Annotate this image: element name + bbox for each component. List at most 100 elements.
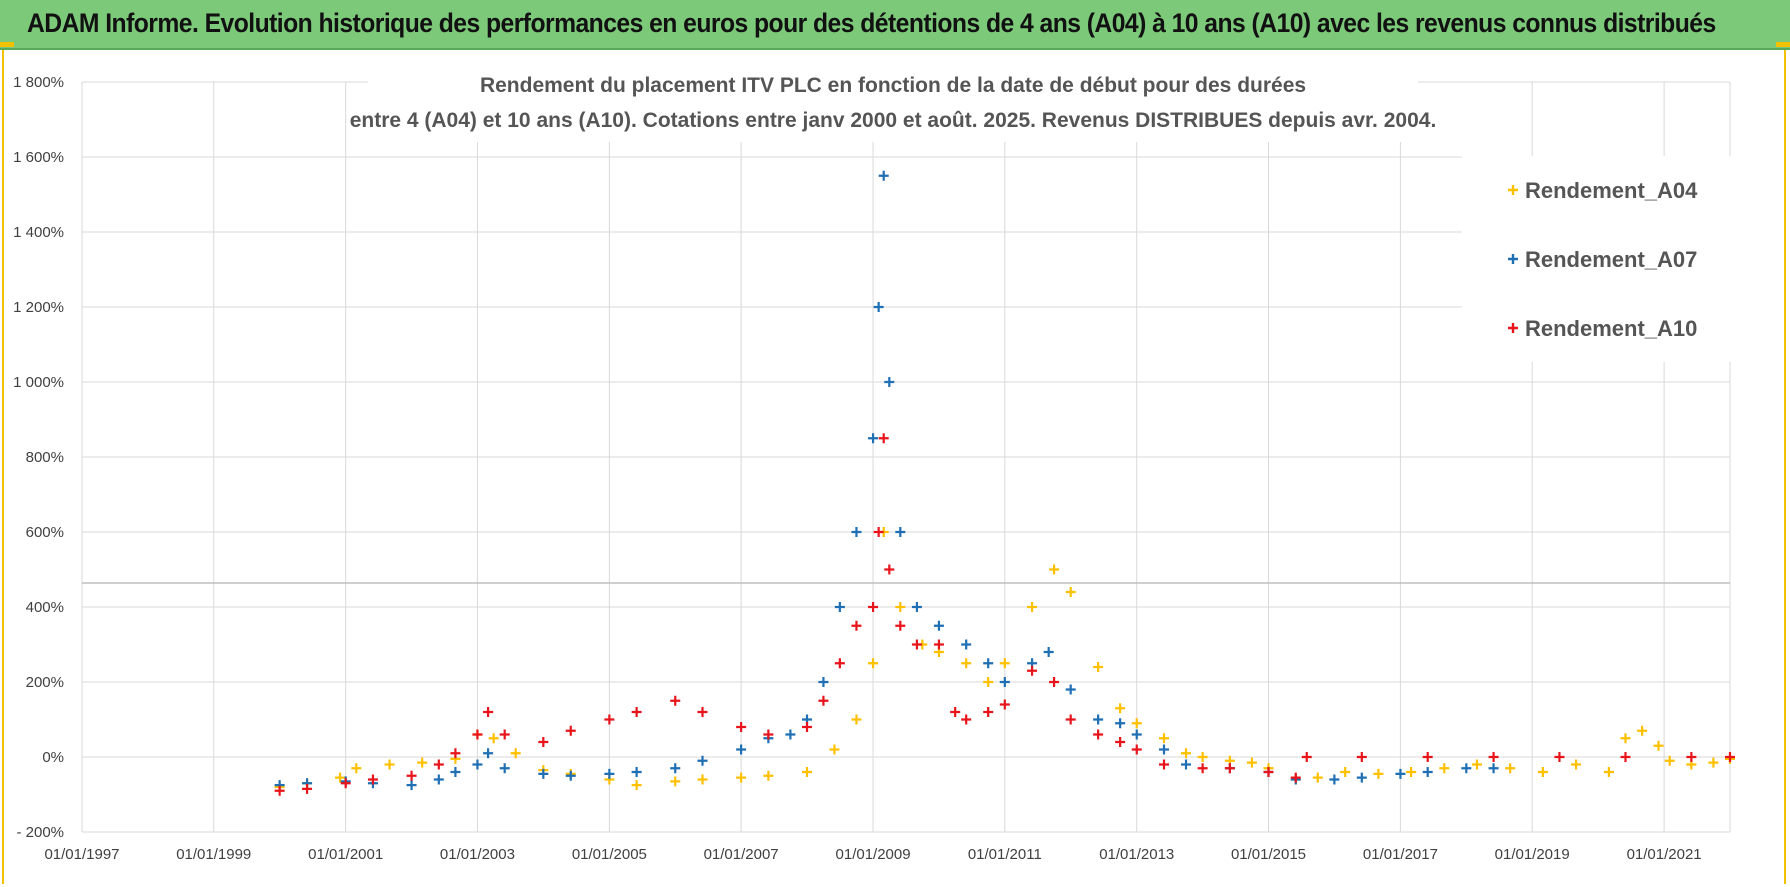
data-point bbox=[472, 759, 483, 770]
data-point bbox=[483, 707, 494, 717]
data-point bbox=[818, 695, 829, 706]
series-Rendement_A10 bbox=[274, 433, 1735, 796]
data-point bbox=[483, 748, 494, 759]
data-point bbox=[1725, 752, 1735, 762]
banner-title: ADAM Informe. Evolution historique des p… bbox=[27, 8, 1716, 38]
data-point bbox=[1043, 647, 1054, 657]
data-point bbox=[1554, 752, 1565, 762]
data-points bbox=[274, 170, 1735, 796]
data-point bbox=[911, 639, 922, 650]
data-point bbox=[999, 677, 1010, 687]
data-point bbox=[1093, 662, 1104, 672]
data-point bbox=[538, 768, 549, 779]
data-point bbox=[851, 714, 862, 725]
data-point bbox=[538, 737, 549, 747]
data-point bbox=[1664, 755, 1675, 766]
data-point bbox=[961, 714, 972, 725]
data-point bbox=[1159, 759, 1169, 770]
data-point bbox=[961, 639, 972, 650]
data-point bbox=[1653, 740, 1664, 751]
data-point bbox=[1439, 763, 1450, 774]
legend-marker bbox=[1508, 185, 1518, 195]
data-point bbox=[406, 770, 417, 781]
legend-label: Rendement_A10 bbox=[1525, 316, 1697, 341]
legend-marker bbox=[1508, 323, 1518, 333]
data-point bbox=[868, 433, 879, 444]
gridlines bbox=[81, 81, 1731, 833]
data-point bbox=[829, 744, 840, 755]
data-point bbox=[873, 527, 884, 537]
y-tick-label: 1 000% bbox=[13, 374, 64, 391]
data-point bbox=[834, 602, 845, 612]
data-point bbox=[406, 780, 417, 791]
corner-accent-right bbox=[1776, 42, 1790, 47]
data-point bbox=[1197, 763, 1208, 774]
data-point bbox=[873, 302, 884, 312]
data-point bbox=[868, 602, 879, 612]
x-tick-label: 01/01/1997 bbox=[44, 846, 119, 863]
data-point bbox=[1488, 763, 1499, 774]
y-tick-label: 200% bbox=[26, 674, 64, 691]
data-point bbox=[1422, 767, 1433, 777]
data-point bbox=[933, 639, 944, 650]
y-tick-label: 800% bbox=[26, 449, 64, 466]
data-point bbox=[1115, 718, 1126, 729]
data-point bbox=[1301, 752, 1312, 762]
data-point bbox=[884, 564, 895, 575]
data-point bbox=[1488, 752, 1499, 762]
chart-frame bbox=[2, 50, 1786, 884]
y-axis-ticks: - 200% 0% 200% 400% 600% 800% 1 000% 1 200% 1 40… bbox=[13, 74, 64, 841]
data-point bbox=[1246, 757, 1257, 768]
data-point bbox=[1115, 703, 1126, 714]
data-point bbox=[433, 774, 444, 785]
x-tick-label: 01/01/1999 bbox=[176, 846, 251, 863]
chart-title-line-1: Rendement du placement ITV PLC en foncti… bbox=[480, 74, 1306, 97]
data-point bbox=[884, 377, 895, 387]
data-point bbox=[697, 755, 708, 766]
data-point bbox=[1181, 759, 1192, 770]
data-point bbox=[499, 729, 510, 740]
data-point bbox=[604, 768, 615, 779]
data-point bbox=[1290, 772, 1301, 783]
data-point bbox=[565, 770, 576, 781]
x-tick-label: 01/01/2007 bbox=[704, 846, 779, 863]
data-point bbox=[351, 763, 362, 774]
data-point bbox=[1708, 757, 1719, 768]
data-point bbox=[1065, 587, 1076, 597]
x-tick-label: 01/01/2017 bbox=[1363, 846, 1438, 863]
data-point bbox=[999, 658, 1010, 669]
data-point bbox=[1340, 767, 1351, 777]
data-point bbox=[895, 602, 906, 612]
data-point bbox=[1027, 665, 1038, 676]
y-tick-label: 400% bbox=[26, 599, 64, 616]
data-point bbox=[604, 714, 615, 725]
legend-label: Rendement_A04 bbox=[1525, 178, 1698, 203]
data-point bbox=[274, 785, 285, 796]
data-point bbox=[1131, 744, 1142, 755]
data-point bbox=[851, 620, 862, 631]
data-point bbox=[565, 725, 576, 736]
data-point bbox=[1329, 774, 1340, 785]
data-point bbox=[384, 759, 395, 770]
y-tick-label: - 200% bbox=[16, 824, 64, 841]
y-tick-label: 1 400% bbox=[13, 224, 64, 241]
data-point bbox=[911, 602, 922, 612]
y-tick-label: 1 200% bbox=[13, 299, 64, 316]
data-point bbox=[1159, 733, 1169, 744]
data-point bbox=[736, 744, 747, 755]
data-point bbox=[1065, 684, 1076, 695]
x-tick-label: 01/01/2005 bbox=[572, 846, 647, 863]
y-tick-label: 0% bbox=[42, 749, 64, 766]
legend: Rendement_A04 Rendement_A07 Rendement_A10 bbox=[1462, 156, 1732, 362]
data-point bbox=[1049, 564, 1060, 575]
data-point bbox=[417, 757, 428, 768]
x-tick-label: 01/01/2019 bbox=[1495, 846, 1570, 863]
data-point bbox=[335, 772, 346, 783]
data-point bbox=[1406, 767, 1417, 777]
data-point bbox=[1571, 759, 1582, 770]
data-point bbox=[1181, 748, 1192, 759]
data-point bbox=[1620, 733, 1631, 744]
data-point bbox=[1603, 767, 1614, 777]
data-point bbox=[1197, 752, 1208, 762]
data-point bbox=[1471, 759, 1482, 770]
